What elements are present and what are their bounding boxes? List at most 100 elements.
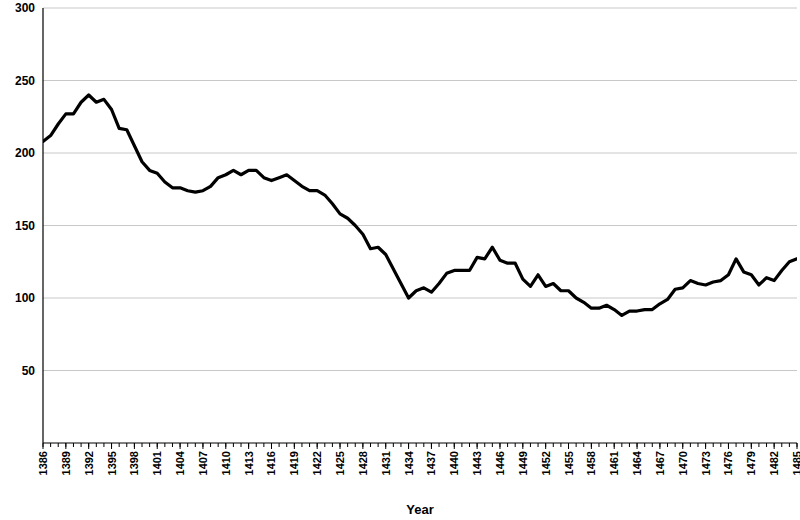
x-tick <box>477 443 478 449</box>
x-minor-tick <box>469 443 470 447</box>
x-tick-label: 1473 <box>700 451 712 475</box>
x-tick <box>294 443 295 449</box>
x-tick <box>774 443 775 449</box>
x-axis <box>43 442 797 443</box>
x-minor-tick <box>370 443 371 447</box>
x-tick-label: 1467 <box>654 451 666 475</box>
x-tick <box>797 443 798 449</box>
x-tick <box>385 443 386 449</box>
x-tick-label: 1449 <box>517 451 529 475</box>
x-tick <box>88 443 89 449</box>
x-tick <box>271 443 272 449</box>
y-tick-label: 300 <box>15 1 35 15</box>
x-minor-tick <box>149 443 150 447</box>
x-minor-tick <box>553 443 554 447</box>
x-minor-tick <box>142 443 143 447</box>
x-minor-tick <box>507 443 508 447</box>
x-minor-tick <box>667 443 668 447</box>
x-minor-tick <box>736 443 737 447</box>
plot-area <box>43 95 797 315</box>
y-tick-label: 250 <box>15 74 35 88</box>
x-tick <box>362 443 363 449</box>
x-minor-tick <box>58 443 59 447</box>
x-tick-label: 1425 <box>334 451 346 475</box>
x-minor-tick <box>81 443 82 447</box>
x-minor-tick <box>652 443 653 447</box>
x-tick-label: 1398 <box>128 451 140 475</box>
grid-line <box>43 8 797 9</box>
x-tick-label: 1452 <box>540 451 552 475</box>
x-minor-tick <box>781 443 782 447</box>
x-minor-tick <box>195 443 196 447</box>
y-axis <box>42 8 43 443</box>
x-minor-tick <box>446 443 447 447</box>
x-minor-tick <box>324 443 325 447</box>
x-minor-tick <box>218 443 219 447</box>
x-tick-label: 1392 <box>83 451 95 475</box>
x-tick-label: 1389 <box>60 451 72 475</box>
x-minor-tick <box>126 443 127 447</box>
x-minor-tick <box>416 443 417 447</box>
x-tick-label: 1395 <box>106 451 118 475</box>
x-tick-label: 1401 <box>151 451 163 475</box>
x-tick <box>111 443 112 449</box>
x-tick <box>454 443 455 449</box>
x-tick <box>659 443 660 449</box>
x-tick <box>614 443 615 449</box>
x-tick-label: 1431 <box>380 451 392 475</box>
x-tick-label: 1461 <box>608 451 620 475</box>
x-minor-tick <box>743 443 744 447</box>
x-tick-label: 1410 <box>220 451 232 475</box>
x-minor-tick <box>172 443 173 447</box>
x-minor-tick <box>492 443 493 447</box>
chart: 5010015020025030013861389139213951398140… <box>0 0 800 520</box>
x-minor-tick <box>629 443 630 447</box>
x-tick <box>65 443 66 449</box>
x-tick <box>522 443 523 449</box>
x-tick <box>682 443 683 449</box>
x-minor-tick <box>576 443 577 447</box>
x-tick <box>728 443 729 449</box>
x-tick-label: 1476 <box>722 451 734 475</box>
x-minor-tick <box>393 443 394 447</box>
x-axis-label: Year <box>406 502 433 517</box>
x-tick-label: 1434 <box>403 450 415 475</box>
x-tick-label: 1482 <box>768 451 780 475</box>
x-tick-label: 1446 <box>494 451 506 475</box>
x-minor-tick <box>713 443 714 447</box>
x-tick <box>408 443 409 449</box>
x-tick-label: 1407 <box>197 451 209 475</box>
x-tick-label: 1458 <box>585 451 597 475</box>
x-tick-label: 1413 <box>243 451 255 475</box>
x-tick <box>637 443 638 449</box>
x-minor-tick <box>598 443 599 447</box>
x-minor-tick <box>309 443 310 447</box>
x-tick <box>591 443 592 449</box>
x-minor-tick <box>675 443 676 447</box>
x-tick-label: 1422 <box>311 451 323 475</box>
x-tick-label: 1386 <box>37 451 49 475</box>
x-minor-tick <box>119 443 120 447</box>
x-minor-tick <box>263 443 264 447</box>
x-minor-tick <box>644 443 645 447</box>
x-minor-tick <box>606 443 607 447</box>
x-tick-label: 1464 <box>631 450 643 475</box>
x-minor-tick <box>210 443 211 447</box>
x-minor-tick <box>347 443 348 447</box>
grid-line <box>43 80 797 81</box>
x-tick-label: 1479 <box>745 451 757 475</box>
x-minor-tick <box>187 443 188 447</box>
x-tick <box>340 443 341 449</box>
x-minor-tick <box>720 443 721 447</box>
x-tick-label: 1470 <box>677 451 689 475</box>
x-tick <box>499 443 500 449</box>
x-tick <box>568 443 569 449</box>
x-minor-tick <box>96 443 97 447</box>
x-tick-label: 1485 <box>791 451 800 475</box>
x-minor-tick <box>621 443 622 447</box>
x-tick <box>751 443 752 449</box>
x-minor-tick <box>538 443 539 447</box>
x-minor-tick <box>301 443 302 447</box>
x-minor-tick <box>241 443 242 447</box>
data-line <box>43 95 797 315</box>
